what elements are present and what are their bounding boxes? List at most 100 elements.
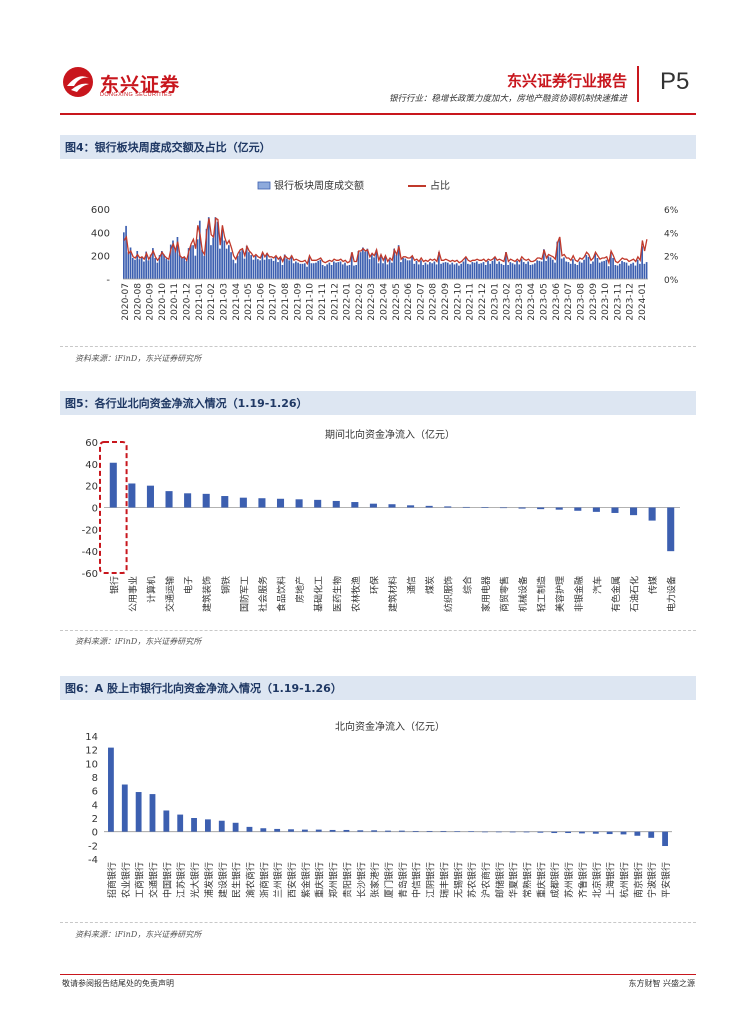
turnover-bar bbox=[509, 262, 512, 279]
turnover-bar bbox=[618, 263, 621, 279]
turnover-bar bbox=[601, 261, 603, 279]
x-axis-tick-label: 2023-10 bbox=[601, 283, 611, 321]
x-axis-tick-label: 2021-06 bbox=[256, 283, 266, 321]
industry-bar bbox=[128, 483, 136, 508]
turnover-bar bbox=[134, 259, 136, 279]
bank-label: 建设银行 bbox=[217, 862, 229, 898]
turnover-bar bbox=[315, 262, 317, 279]
turnover-bar bbox=[355, 265, 358, 279]
bank-bar bbox=[592, 831, 599, 834]
x-axis-tick-label: 2020-12 bbox=[183, 283, 193, 321]
bank-label: 重庆银行 bbox=[535, 862, 547, 898]
turnover-bar bbox=[489, 263, 492, 279]
category-label: 传媒 bbox=[647, 576, 659, 594]
industry-northbound-chart: 期间北向资金净流入（亿元） 60 40 20 0 -20 -40 -60 银行 公用事业 计算机 交通… bbox=[82, 428, 680, 612]
bank-label: 郑州银行 bbox=[328, 862, 340, 898]
bank-bar bbox=[315, 829, 322, 832]
category-label: 非银金融 bbox=[573, 576, 585, 612]
turnover-bar bbox=[578, 261, 581, 279]
chart-title: 北向资金净流入（亿元） bbox=[335, 720, 445, 733]
turnover-bar bbox=[337, 262, 340, 279]
x-axis-tick-label: 2020-09 bbox=[146, 283, 156, 321]
turnover-bar bbox=[254, 255, 257, 279]
left-axis-tick-label: 400 bbox=[91, 228, 110, 239]
bank-bar bbox=[232, 822, 239, 832]
bank-label: 华夏银行 bbox=[508, 862, 520, 898]
turnover-bar bbox=[438, 252, 440, 279]
x-axis-tick-label: 2021-04 bbox=[232, 283, 242, 321]
turnover-bar bbox=[123, 232, 125, 279]
turnover-bar bbox=[167, 260, 170, 279]
bank-bar bbox=[398, 830, 405, 832]
bank-label: 苏州银行 bbox=[563, 862, 575, 898]
turnover-bar bbox=[498, 261, 500, 279]
y-axis-tick-label: 0 bbox=[92, 504, 98, 515]
turnover-bar bbox=[192, 245, 194, 279]
x-axis-tick-label: 2020-08 bbox=[133, 283, 143, 321]
bank-label: 招商银行 bbox=[106, 862, 118, 898]
bank-bar bbox=[135, 792, 142, 832]
bank-label: 上海银行 bbox=[605, 862, 617, 898]
industry-bar bbox=[351, 502, 359, 508]
bank-label: 紫金银行 bbox=[300, 862, 312, 898]
turnover-bar bbox=[241, 249, 244, 279]
turnover-bar bbox=[404, 258, 407, 279]
turnover-bar bbox=[350, 252, 353, 279]
turnover-bar bbox=[556, 241, 559, 279]
report-title: 东兴证券行业报告 bbox=[506, 72, 627, 90]
turnover-bar bbox=[158, 255, 161, 279]
turnover-bar bbox=[525, 263, 527, 279]
y-axis-tick-label: 20 bbox=[85, 482, 98, 493]
x-axis-tick-label: 2023-06 bbox=[552, 283, 562, 321]
turnover-bar bbox=[308, 256, 311, 279]
category-label: 美容护理 bbox=[554, 576, 566, 612]
turnover-bar bbox=[272, 260, 275, 279]
x-axis-tick-label: 2023-05 bbox=[540, 283, 550, 321]
turnover-bar bbox=[138, 259, 141, 279]
logo-text-en: DONGXING SECURITIES bbox=[100, 92, 173, 98]
turnover-bar bbox=[516, 260, 518, 279]
bank-bar bbox=[634, 831, 641, 836]
header-rule bbox=[60, 113, 696, 115]
turnover-bar bbox=[326, 264, 328, 279]
turnover-bar bbox=[632, 262, 635, 279]
bank-label: 厦门银行 bbox=[383, 862, 395, 898]
bank-bar bbox=[121, 784, 128, 832]
bank-bar bbox=[579, 831, 585, 834]
figure-6-title: 图6：A 股上市银行北向资金净流入情况（1.19-1.26） bbox=[65, 682, 342, 695]
turnover-bar bbox=[440, 263, 442, 279]
turnover-bar bbox=[610, 252, 612, 279]
turnover-bar bbox=[234, 263, 237, 279]
page-number: P5 bbox=[660, 68, 690, 95]
category-label: 公用事业 bbox=[127, 576, 139, 612]
industry-bar bbox=[239, 497, 247, 508]
turnover-bar bbox=[245, 245, 248, 279]
turnover-bar bbox=[560, 258, 563, 279]
turnover-bar bbox=[505, 252, 507, 279]
turnover-bar bbox=[207, 217, 210, 279]
bank-bar bbox=[371, 830, 378, 832]
turnover-bar bbox=[493, 258, 496, 279]
industry-bar bbox=[592, 507, 600, 512]
turnover-bar bbox=[627, 265, 630, 279]
bank-label: 民生银行 bbox=[231, 862, 243, 898]
left-axis-tick-label: 600 bbox=[91, 205, 110, 216]
turnover-bar bbox=[475, 261, 478, 279]
bank-bar bbox=[454, 831, 461, 832]
category-label: 房地产 bbox=[294, 576, 306, 603]
turnover-bar bbox=[198, 220, 201, 279]
turnover-bar bbox=[415, 260, 418, 279]
industry-bar bbox=[481, 507, 489, 508]
turnover-bar bbox=[214, 217, 217, 279]
y-axis-tick-label: 2 bbox=[92, 814, 98, 825]
industry-bar bbox=[630, 507, 638, 516]
turnover-bar bbox=[373, 257, 375, 279]
turnover-bar bbox=[453, 264, 456, 279]
x-axis-tick-label: 2023-08 bbox=[576, 283, 586, 321]
turnover-bar bbox=[366, 248, 369, 279]
turnover-bar bbox=[429, 262, 431, 279]
share-line bbox=[123, 217, 648, 266]
turnover-bar bbox=[248, 252, 250, 279]
left-axis-tick-label: 200 bbox=[91, 252, 110, 263]
